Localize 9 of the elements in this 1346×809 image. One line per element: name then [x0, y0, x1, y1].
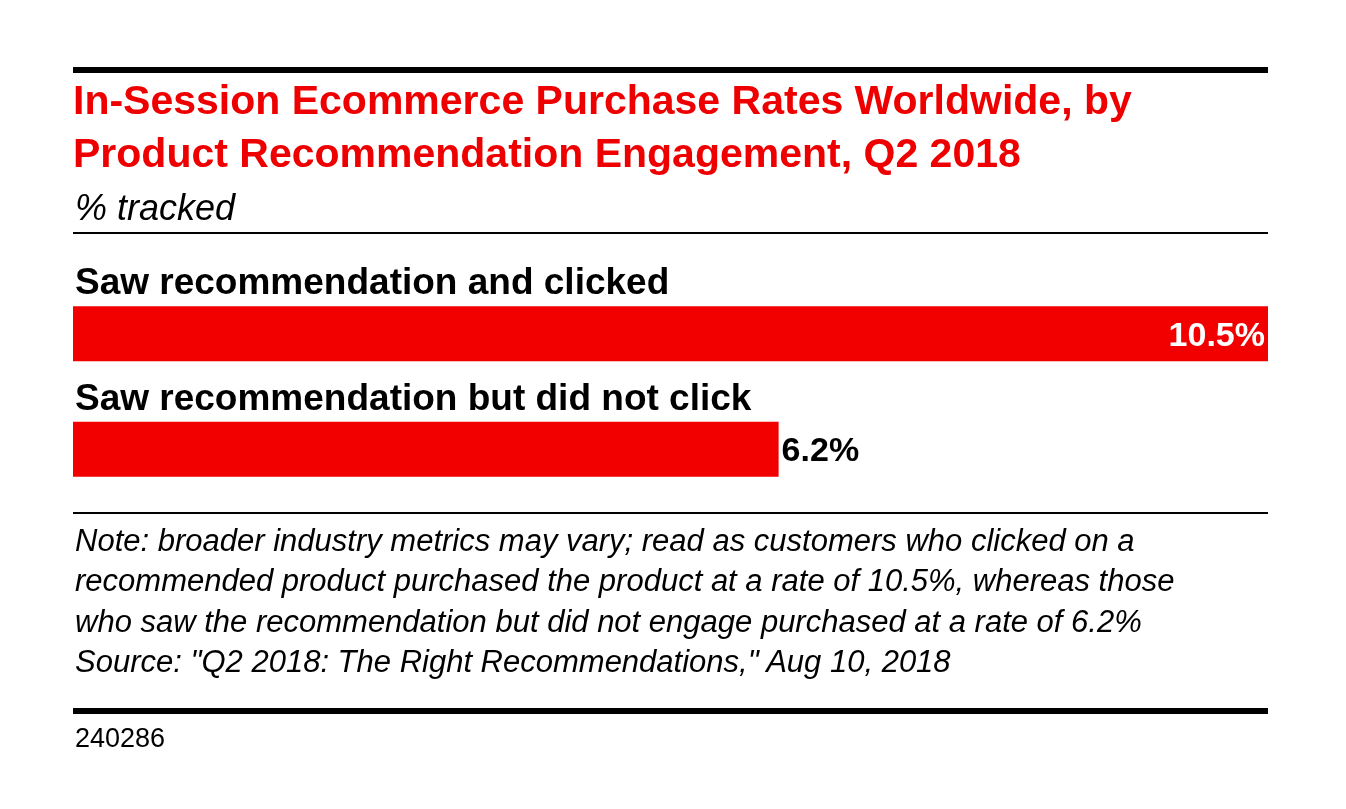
- chart-subtitle: % tracked: [75, 187, 237, 228]
- data-label: 10.5%: [1168, 314, 1265, 353]
- y-tick-label: Saw recommendation but did not click: [75, 377, 752, 418]
- text: 240286: [75, 723, 166, 753]
- source-note: Source: "Q2 2018: The Right Recommendations," Aug 10, 2018: [75, 644, 952, 679]
- chart-title: In-Session Ecommerce Purchase Rates Worldwide, by Product Recommendation Engagement, Q2 2018: [73, 77, 1132, 177]
- text: Note: broader industry metrics may vary; read as customers who clicked on a recommended product purchased the product at a rate of 10.5%, whereas those who saw the recommendation but did not engage purchased at a rate of 6.2%: [75, 523, 1175, 639]
- y-tick-label: Saw recommendation and clicked: [75, 261, 670, 302]
- data-label: 6.2%: [781, 430, 860, 469]
